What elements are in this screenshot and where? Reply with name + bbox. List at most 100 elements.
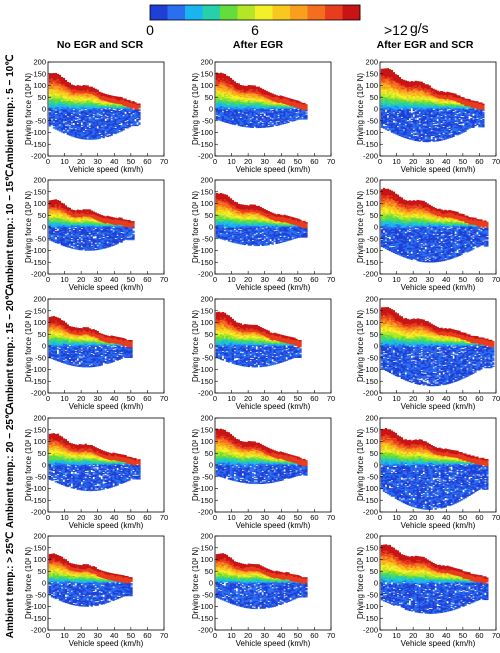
heatmap-cell (424, 126, 427, 129)
heatmap-cell (400, 88, 404, 90)
heatmap-cell (406, 86, 409, 89)
heatmap-cell (386, 108, 390, 110)
heatmap-cell (442, 105, 445, 108)
colorbar-cell (325, 5, 343, 20)
heatmap-cell (90, 94, 93, 97)
heatmap-cell (412, 108, 415, 111)
heatmap-cell (241, 119, 244, 121)
heatmap-cell (303, 108, 306, 111)
heatmap-cell (450, 95, 453, 97)
heatmap-cell (446, 98, 449, 101)
heatmap-cell (446, 135, 449, 137)
heatmap-cell (384, 71, 388, 74)
heatmap-cell (122, 126, 125, 129)
heatmap-cell (404, 86, 407, 88)
heatmap-cell (90, 137, 93, 139)
heatmap-cell (94, 100, 97, 102)
heatmap-cell (440, 126, 443, 128)
heatmap-cell (112, 121, 115, 124)
heatmap-cell (303, 107, 306, 110)
heatmap-cell (233, 82, 237, 85)
heatmap-cell (434, 110, 437, 113)
heatmap-cell (273, 103, 276, 106)
heatmap-cell (257, 91, 260, 93)
heatmap-cell (438, 123, 441, 125)
heatmap-cell (273, 116, 276, 119)
heatmap-cell (56, 91, 60, 93)
heatmap-cell (295, 114, 298, 116)
heatmap-cell (128, 108, 131, 110)
heatmap-cell (277, 95, 280, 98)
heatmap-cell (56, 73, 60, 76)
heatmap-cell (386, 113, 390, 116)
heatmap-cell (259, 111, 262, 113)
heatmap-cell (48, 125, 52, 127)
heatmap-cell (418, 108, 421, 110)
heatmap-cell (245, 111, 248, 114)
heatmap-cell (90, 103, 93, 105)
heatmap-cell (428, 110, 431, 112)
heatmap-cell (237, 119, 240, 122)
heatmap-cell (225, 100, 229, 102)
heatmap-cell (432, 111, 435, 113)
heatmap-cell (116, 108, 119, 110)
heatmap-cell (243, 103, 246, 105)
heatmap-cell (402, 124, 405, 126)
heatmap-cell (426, 98, 429, 100)
heatmap-cell (394, 90, 398, 93)
heatmap-cell (380, 74, 384, 77)
heatmap-cell (414, 105, 417, 107)
heatmap-cell (382, 77, 386, 80)
heatmap-cell (78, 120, 81, 123)
heatmap-cell (257, 89, 260, 91)
heatmap-cell (418, 84, 421, 87)
heatmap-cell (305, 108, 308, 111)
heatmap-cell (72, 94, 75, 97)
heatmap-cell (98, 97, 101, 100)
heatmap-cell (215, 83, 219, 85)
heatmap-cell (396, 113, 400, 116)
heatmap-cell (384, 120, 388, 122)
heatmap-cell (432, 114, 435, 117)
heatmap-cell (422, 135, 425, 138)
heatmap-cell (458, 103, 461, 106)
heatmap-cell (446, 111, 449, 114)
heatmap-cell (406, 99, 409, 102)
heatmap-cell (90, 105, 93, 107)
heatmap-cell (227, 89, 231, 91)
heatmap-cell (454, 103, 457, 105)
heatmap-cell (275, 98, 278, 101)
heatmap-cell (396, 131, 400, 133)
heatmap-cell (90, 123, 93, 125)
heatmap-cell (219, 90, 223, 92)
heatmap-cell (380, 122, 384, 125)
heatmap-cell (438, 112, 441, 115)
heatmap-cell (400, 134, 404, 136)
heatmap-cell (76, 134, 79, 136)
heatmap-cell (68, 129, 72, 132)
heatmap-cell (74, 102, 77, 104)
heatmap-cell (241, 100, 244, 103)
heatmap-cell (94, 134, 97, 137)
heatmap-cell (456, 109, 459, 111)
heatmap-cell (98, 136, 101, 138)
heatmap-cell (134, 121, 137, 123)
heatmap-cell (462, 99, 465, 102)
heatmap-cell (434, 131, 437, 134)
heatmap-cell (225, 79, 229, 81)
heatmap-cell (110, 120, 113, 122)
heatmap-cell (442, 101, 445, 103)
heatmap-cell (235, 87, 239, 90)
heatmap-cell (229, 81, 233, 84)
heatmap-cell (444, 106, 447, 108)
heatmap-cell (247, 114, 250, 116)
heatmap-cell (406, 105, 409, 108)
heatmap-cell (54, 103, 58, 105)
heatmap-cell (86, 94, 89, 97)
heatmap-cell (74, 92, 77, 95)
heatmap-cell (78, 92, 81, 95)
heatmap-cell (466, 105, 469, 108)
heatmap-cell (257, 124, 260, 126)
heatmap-cell (418, 123, 421, 126)
